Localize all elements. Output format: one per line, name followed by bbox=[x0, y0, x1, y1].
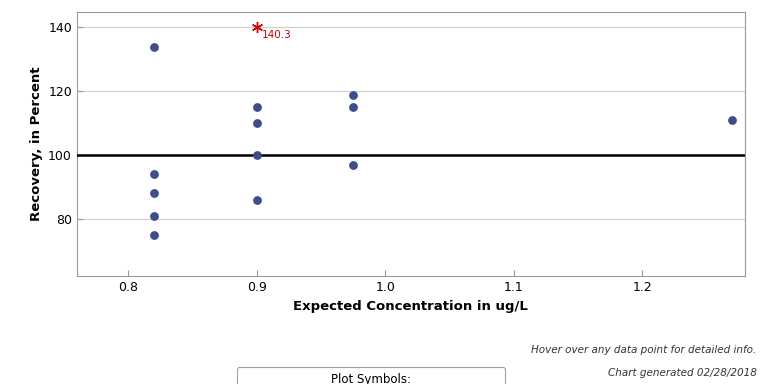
Point bbox=[347, 162, 359, 168]
Point bbox=[347, 91, 359, 98]
Text: Hover over any data point for detailed info.: Hover over any data point for detailed i… bbox=[531, 345, 756, 355]
Point bbox=[250, 120, 263, 126]
Point bbox=[147, 232, 160, 238]
Legend: Percent Recovery, Off-scale Y-Axis: Percent Recovery, Off-scale Y-Axis bbox=[237, 367, 505, 384]
Point bbox=[147, 43, 160, 50]
Text: Chart generated 02/28/2018: Chart generated 02/28/2018 bbox=[607, 368, 756, 378]
Point bbox=[250, 152, 263, 158]
Point bbox=[147, 171, 160, 177]
Y-axis label: Recovery, in Percent: Recovery, in Percent bbox=[29, 67, 42, 221]
Point bbox=[147, 213, 160, 219]
Point bbox=[347, 104, 359, 110]
Point bbox=[147, 190, 160, 197]
Point bbox=[250, 197, 263, 203]
X-axis label: Expected Concentration in ug/L: Expected Concentration in ug/L bbox=[293, 300, 528, 313]
Point bbox=[726, 117, 738, 123]
Text: 140.3: 140.3 bbox=[262, 30, 292, 40]
Point bbox=[250, 104, 263, 110]
